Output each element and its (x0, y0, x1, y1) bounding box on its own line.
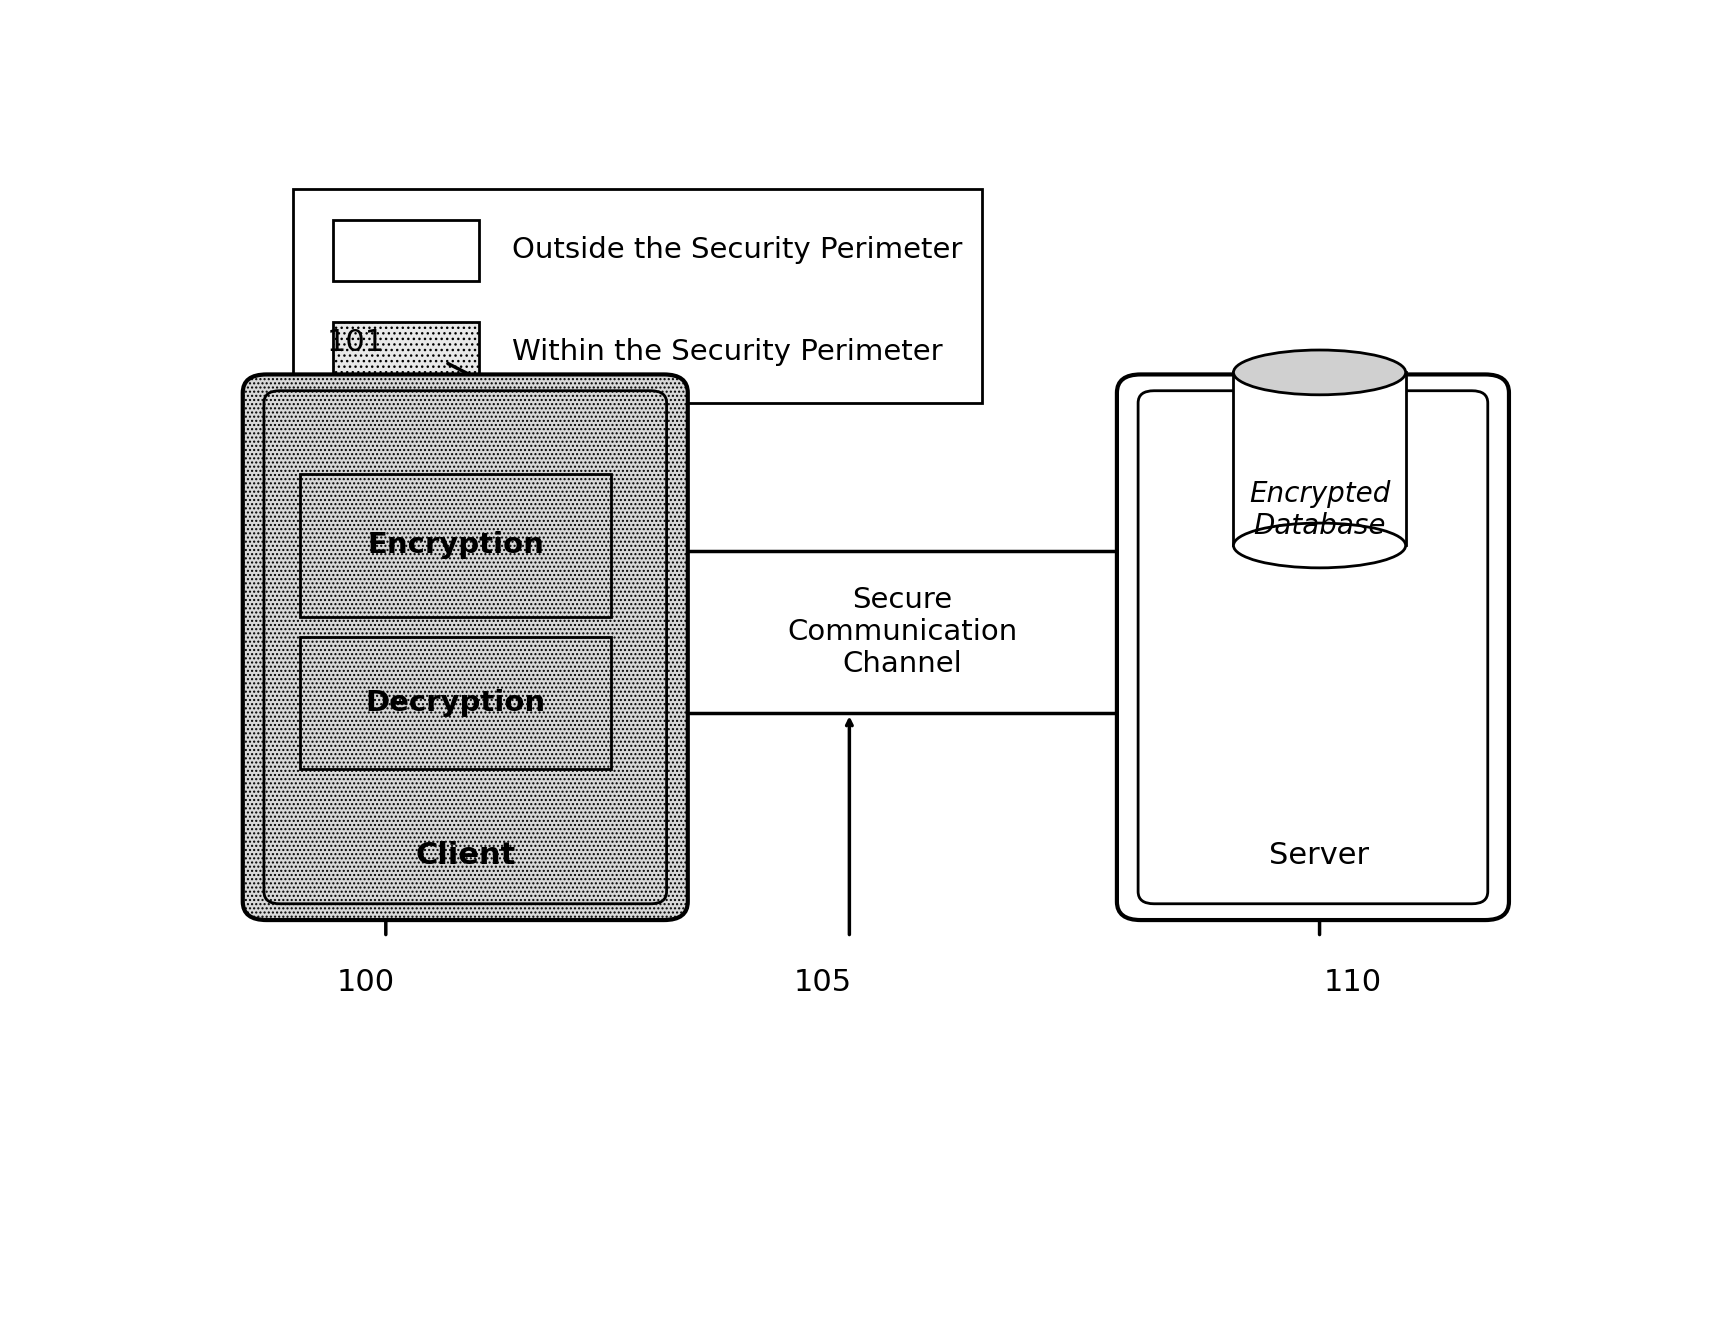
Text: 110: 110 (1323, 968, 1383, 997)
Text: Outside the Security Perimeter: Outside the Security Perimeter (511, 237, 962, 264)
Bar (299, 637, 612, 769)
Bar (333, 321, 479, 382)
FancyBboxPatch shape (1118, 374, 1509, 920)
Text: 105: 105 (793, 968, 853, 997)
Text: Secure
Communication
Channel: Secure Communication Channel (788, 586, 1017, 678)
Bar (333, 219, 479, 280)
Text: Encrypted
Database: Encrypted Database (1249, 480, 1389, 539)
Text: 101: 101 (326, 328, 385, 357)
Bar (299, 475, 612, 616)
Ellipse shape (1234, 524, 1407, 568)
Text: Within the Security Perimeter: Within the Security Perimeter (511, 338, 942, 366)
Bar (1234, 373, 1407, 546)
FancyBboxPatch shape (243, 374, 687, 920)
Text: 100: 100 (337, 968, 395, 997)
Text: Decryption: Decryption (366, 689, 545, 718)
Text: Server: Server (1270, 841, 1369, 870)
Text: Encryption: Encryption (367, 531, 543, 559)
Bar (294, 189, 981, 403)
Text: Client: Client (415, 841, 516, 870)
Ellipse shape (1234, 350, 1407, 395)
